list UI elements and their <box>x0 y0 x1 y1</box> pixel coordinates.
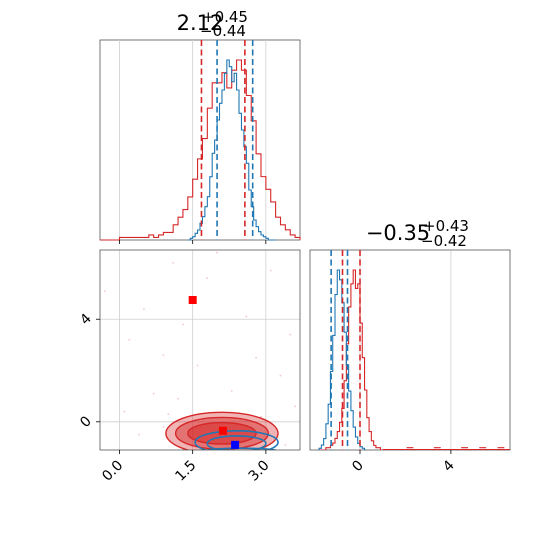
scatter-point <box>294 405 297 408</box>
panel-top-frame <box>99 39 301 241</box>
panel-top-histogram: 2.12 +0.45 −0.44 <box>99 8 301 244</box>
scatter-point <box>152 392 155 395</box>
right-series-1-histogram <box>319 269 383 450</box>
scatter-point <box>196 364 199 367</box>
red-square-marker <box>218 426 227 435</box>
scatter-point <box>128 338 131 341</box>
scatter-point <box>255 356 257 359</box>
panel-2d-frame <box>99 249 301 451</box>
blue-contour-level <box>206 435 267 450</box>
scatter-point <box>289 333 292 336</box>
top-series-2-histogram <box>187 59 276 241</box>
panel-2d-markers <box>188 296 240 449</box>
red-square-marker <box>188 296 197 304</box>
title-right-main: −0.35 <box>366 221 430 245</box>
panel-top-series <box>100 59 301 241</box>
scatter-point <box>260 415 262 418</box>
panel-2d-y-tick-label: 0 <box>77 413 95 431</box>
panel-2d-blue-contours <box>194 429 279 450</box>
blue-contour-level <box>205 447 278 450</box>
scatter-point <box>138 433 140 436</box>
scatter-point <box>182 323 184 326</box>
title-top-sup: +0.45 <box>202 8 248 26</box>
panel-top-title: 2.12 <box>177 11 224 35</box>
top-series-1-histogram <box>100 59 301 241</box>
panel-top-ticks <box>119 240 267 244</box>
scatter-point <box>172 261 175 264</box>
blue-square-marker <box>231 440 240 449</box>
panel-2d-x-tick-label: 1.5 <box>172 458 199 485</box>
scatter-point <box>162 426 165 428</box>
panel-right-x-tick-label: 0 <box>349 458 367 476</box>
scatter-point <box>167 413 170 416</box>
scatter-point <box>123 410 126 413</box>
panel-2d-scatter-points <box>103 251 297 446</box>
panel-right-grid <box>359 250 452 450</box>
title-top-main: 2.12 <box>177 11 224 35</box>
scatter-point <box>279 374 282 377</box>
panel-2d-contour: 0.0 1.5 3.0 4 0 <box>77 249 301 485</box>
panel-2d-y-tick-label: 4 <box>77 311 95 329</box>
panel-2d-x-tick-label: 3.0 <box>246 458 273 485</box>
panel-top-quantile-lines <box>200 40 254 240</box>
scatter-point <box>230 390 233 392</box>
scatter-point <box>269 269 272 272</box>
title-top-sub: −0.44 <box>200 22 246 40</box>
title-right-sup: +0.43 <box>423 217 469 235</box>
scatter-point <box>162 354 165 357</box>
scatter-point <box>216 251 218 254</box>
panel-right-title: −0.35 <box>366 221 430 245</box>
panel-2d-ticks: 0.0 1.5 3.0 4 0 <box>77 311 272 485</box>
panel-2d-grid <box>100 250 300 450</box>
title-right-sub: −0.42 <box>421 232 467 250</box>
panel-right-quantile-lines <box>330 250 361 450</box>
scatter-point <box>245 315 248 318</box>
scatter-point <box>177 397 179 400</box>
panel-right-x-tick-label: 4 <box>440 457 458 475</box>
scatter-point <box>206 277 209 280</box>
scatter-point <box>143 308 145 310</box>
panel-top-grid <box>119 40 267 240</box>
scatter-point <box>103 290 106 292</box>
blue-contour-level <box>194 429 279 450</box>
scatter-point <box>284 443 287 446</box>
panel-2d-x-tick-label: 0.0 <box>99 458 126 485</box>
